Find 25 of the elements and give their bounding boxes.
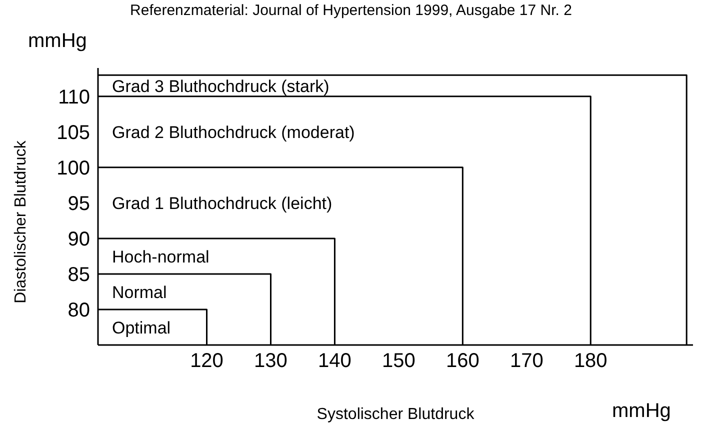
y-tick-label: 90 [68,228,90,251]
y-tick-label: 80 [68,300,90,322]
y-axis-title: Diastolischer Blutdruck [12,140,30,303]
x-tick-label: 120 [190,350,224,372]
y-tick-label: 105 [56,122,90,144]
series-label: Hoch-normal [112,247,210,266]
y-tick-label: 85 [68,264,90,286]
series-label: Normal [112,282,167,302]
chart-title: Referenzmaterial: Journal of Hypertension 1999, Ausgabe 17 Nr. 2 [129,2,573,19]
x-tick-label: 140 [318,350,352,372]
y-tick-label: 95 [68,193,90,216]
x-tick-label: 160 [446,350,480,372]
x-tick-label: 150 [382,350,416,372]
series-label: Optimal [112,318,171,338]
x-tick-label: 170 [510,350,544,372]
series-label: Grad 2 Bluthochdruck (moderat) [112,122,355,142]
text: mmHg [28,30,87,53]
x-tick-label: 130 [254,350,288,372]
series-label: Grad 3 Bluthochdruck (stark) [112,76,330,96]
y-tick-label: 100 [56,158,90,180]
y-tick-label: 110 [58,86,90,109]
x-tick-label: 180 [574,350,608,372]
text: mmHg [612,400,671,423]
series-label: Grad 1 Bluthochdruck (leicht) [112,194,332,213]
x-axis-title: Systolischer Blutdruck [316,406,474,423]
